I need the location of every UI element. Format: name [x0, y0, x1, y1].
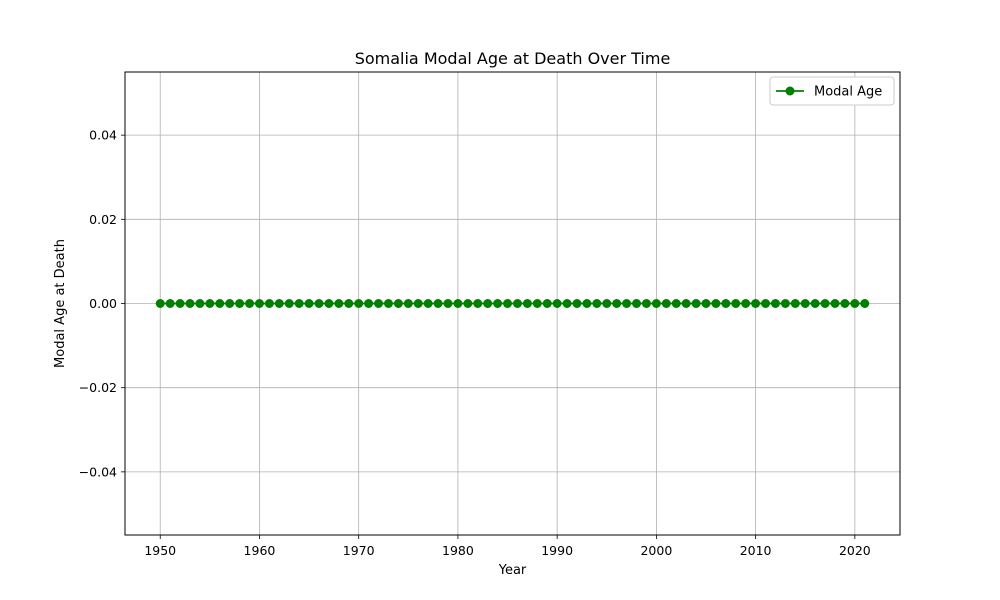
data-point — [741, 299, 751, 308]
data-point — [314, 299, 324, 308]
data-point — [830, 299, 840, 308]
data-point — [185, 299, 195, 308]
data-point — [334, 299, 344, 308]
x-tick-label: 2020 — [839, 543, 871, 558]
data-point — [711, 299, 721, 308]
x-tick-label: 1980 — [442, 543, 474, 558]
data-point — [602, 299, 612, 308]
data-point — [651, 299, 661, 308]
data-point — [810, 299, 820, 308]
data-point — [403, 299, 413, 308]
x-tick-label: 1950 — [144, 543, 176, 558]
data-point — [532, 299, 542, 308]
x-tick-label: 1990 — [541, 543, 573, 558]
x-tick-label: 1960 — [244, 543, 276, 558]
data-point — [225, 299, 235, 308]
data-point — [205, 299, 215, 308]
data-point — [453, 299, 463, 308]
data-point — [681, 299, 691, 308]
data-point — [304, 299, 314, 308]
y-tick-label: −0.02 — [79, 380, 117, 395]
data-point — [294, 299, 304, 308]
data-point — [552, 299, 562, 308]
data-point — [433, 299, 443, 308]
data-point — [850, 299, 860, 308]
data-point — [641, 299, 651, 308]
data-point — [840, 299, 850, 308]
y-tick-label: 0.04 — [89, 128, 117, 143]
data-point — [235, 299, 245, 308]
data-point — [443, 299, 453, 308]
y-axis-label: Modal Age at Death — [53, 239, 68, 368]
legend-marker-sample — [785, 86, 795, 96]
data-point — [463, 299, 473, 308]
data-point — [155, 299, 165, 308]
data-point — [691, 299, 701, 308]
data-point — [324, 299, 334, 308]
data-point — [195, 299, 205, 308]
data-point — [632, 299, 642, 308]
y-tick-label: 0.00 — [89, 296, 117, 311]
data-point — [582, 299, 592, 308]
data-point — [284, 299, 294, 308]
chart-title: Somalia Modal Age at Death Over Time — [355, 49, 671, 68]
data-point — [770, 299, 780, 308]
axis-ticks: 1950 1960 1970 1980 1990 2000 2010 2020 −0.04 −0.… — [79, 128, 871, 558]
data-point — [701, 299, 711, 308]
data-point — [175, 299, 185, 308]
legend: Modal Age — [769, 76, 895, 106]
data-point — [245, 299, 255, 308]
data-point — [860, 299, 870, 308]
x-tick-label: 2000 — [640, 543, 672, 558]
data-point — [364, 299, 374, 308]
data-point — [383, 299, 393, 308]
data-point — [423, 299, 433, 308]
data-point — [562, 299, 572, 308]
data-point — [254, 299, 264, 308]
data-point — [751, 299, 761, 308]
data-point — [592, 299, 602, 308]
y-tick-label: 0.02 — [89, 212, 117, 227]
data-point — [671, 299, 681, 308]
data-point — [264, 299, 274, 308]
data-point — [473, 299, 483, 308]
data-point — [354, 299, 364, 308]
data-point — [721, 299, 731, 308]
data-point — [493, 299, 503, 308]
data-point — [503, 299, 513, 308]
data-point — [522, 299, 532, 308]
data-point — [542, 299, 552, 308]
data-point — [413, 299, 423, 308]
data-point — [483, 299, 493, 308]
data-point — [800, 299, 810, 308]
data-point — [274, 299, 284, 308]
data-point — [780, 299, 790, 308]
data-point — [820, 299, 830, 308]
x-tick-label: 2010 — [740, 543, 772, 558]
data-point — [790, 299, 800, 308]
legend-box — [769, 76, 895, 106]
data-point — [572, 299, 582, 308]
legend-entry-modal-age: Modal Age — [814, 85, 882, 100]
data-point — [374, 299, 384, 308]
data-point — [622, 299, 632, 308]
data-point — [512, 299, 522, 308]
data-point — [165, 299, 175, 308]
y-tick-label: −0.04 — [79, 464, 117, 479]
data-point — [344, 299, 354, 308]
x-axis-label: Year — [498, 563, 527, 578]
data-point — [215, 299, 225, 308]
x-tick-label: 1970 — [343, 543, 375, 558]
series-layer — [155, 299, 870, 308]
data-point — [393, 299, 403, 308]
data-point — [661, 299, 671, 308]
data-point — [612, 299, 622, 308]
data-point — [761, 299, 771, 308]
data-point — [731, 299, 741, 308]
